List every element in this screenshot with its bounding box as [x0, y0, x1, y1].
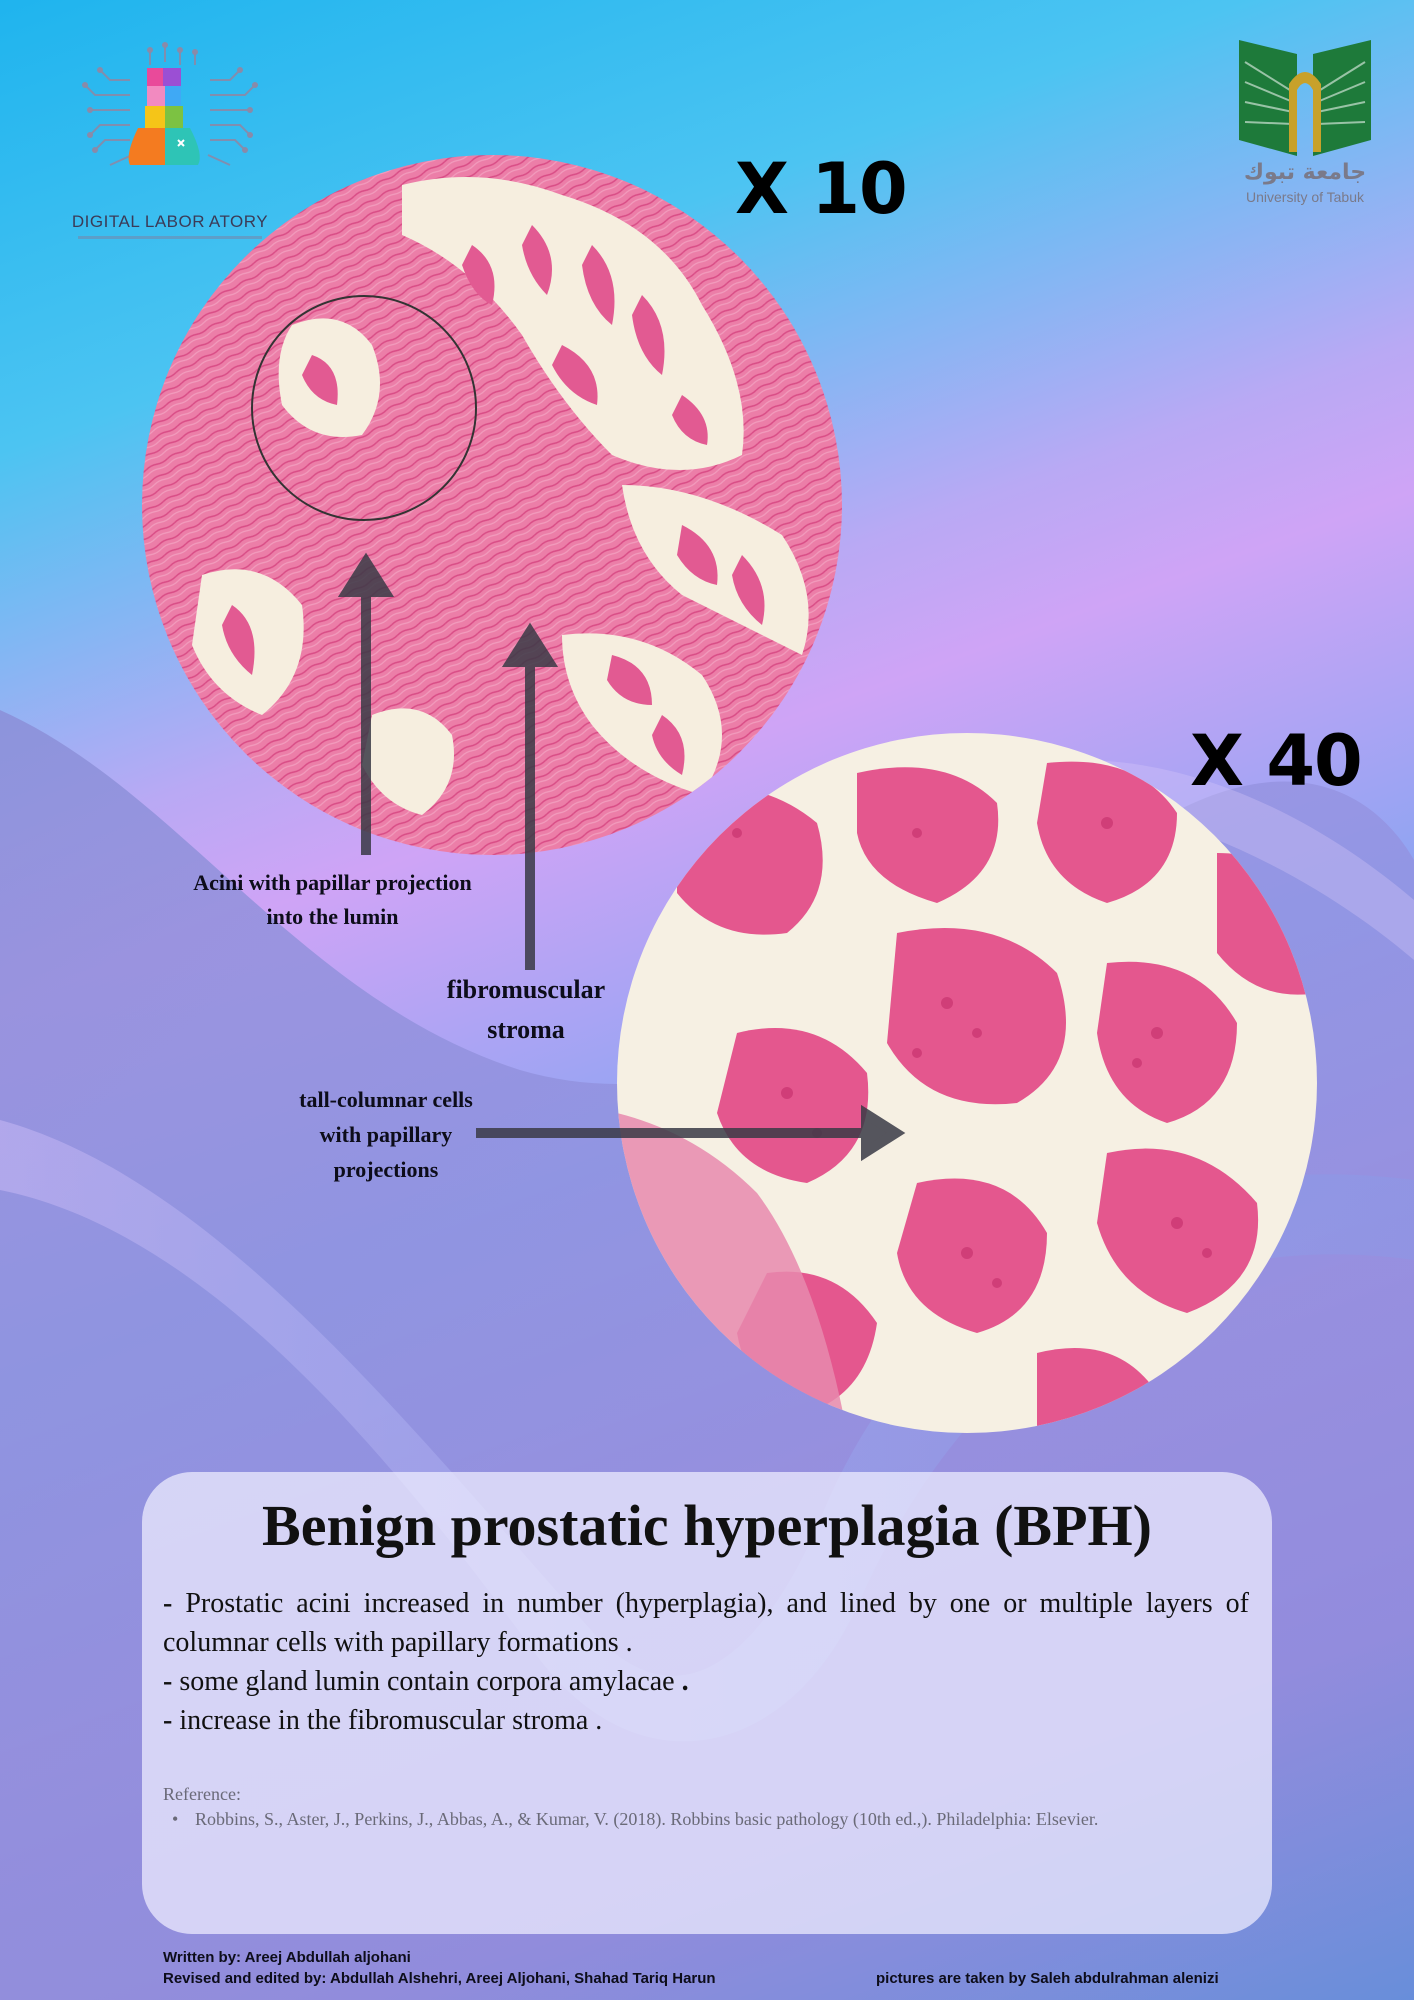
digital-laboratory-wordmark: DIGITAL LABOR ATORY [71, 212, 269, 231]
label-acini: Acini with papillar projection into the … [150, 866, 515, 934]
credit-revised-by: Revised and edited by: Abdullah Alshehri… [163, 1970, 716, 1987]
bullet-3-text: increase in the fibromuscular stroma . [179, 1705, 603, 1736]
bullet-2: - some gland lumin contain corpora amyla… [163, 1666, 689, 1697]
label-stroma: fibromuscular stroma [420, 970, 632, 1050]
logo-tagline-line [78, 236, 262, 239]
micrograph-x10 [142, 155, 842, 855]
magnification-x10: X 10 [735, 148, 908, 230]
label-tall-line3: projections [333, 1157, 439, 1182]
university-english-name: University of Tabuk [1245, 189, 1364, 205]
label-acini-line1: Acini with papillar projection [193, 870, 472, 895]
arrow-acini-head [337, 552, 395, 597]
micrograph-x40 [617, 733, 1317, 1433]
description-panel: Benign prostatic hyperplagia (BPH) - Pro… [142, 1472, 1272, 1934]
arrow-stroma-head [501, 622, 559, 667]
bullet-3: - increase in the fibromuscular stroma . [163, 1705, 603, 1736]
credit-written-by: Written by: Areej Abdullah aljohani [163, 1949, 411, 1966]
magnification-x40: X 40 [1190, 720, 1363, 802]
reference-item: • Robbins, S., Aster, J., Perkins, J., Ab… [163, 1809, 1249, 1830]
reference-text: Robbins, S., Aster, J., Perkins, J., Abb… [195, 1809, 1099, 1829]
label-stroma-line2: stroma [487, 1015, 565, 1044]
label-tall-line1: tall-columnar cells [299, 1087, 473, 1112]
acini-highlight-ring [251, 295, 477, 521]
reference-label: Reference: [163, 1784, 241, 1804]
label-stroma-line1: fibromuscular [446, 975, 606, 1004]
credit-pictures-by: pictures are taken by Saleh abdulrahman … [876, 1970, 1219, 1987]
bullet-dot-icon: • [163, 1809, 179, 1829]
label-tall-line2: with papillary [319, 1122, 453, 1147]
arrow-tall-columnar-head [861, 1104, 906, 1162]
panel-title: Benign prostatic hyperplagia (BPH) [262, 1493, 1152, 1558]
university-of-tabuk-logo: جامعة تبوك University of Tabuk [1235, 32, 1375, 207]
label-tall-columnar: tall-columnar cells with papillary proje… [270, 1082, 502, 1187]
bullet-1: - Prostatic acini increased in number (h… [163, 1588, 1250, 1658]
university-arabic-name: جامعة تبوك [1243, 160, 1367, 185]
bullet-2-text: some gland lumin contain corpora amylaca… [179, 1666, 675, 1697]
open-book-gate-icon [1239, 40, 1371, 156]
circuit-flask-icon [82, 42, 258, 166]
digital-laboratory-logo: DIGITAL LABOR ATORY [70, 40, 270, 255]
panel-body: - Prostatic acini increased in number (h… [163, 1584, 1249, 1740]
bullet-1-text: Prostatic acini increased in number (hyp… [163, 1588, 1250, 1658]
label-acini-line2: into the lumin [266, 904, 399, 929]
